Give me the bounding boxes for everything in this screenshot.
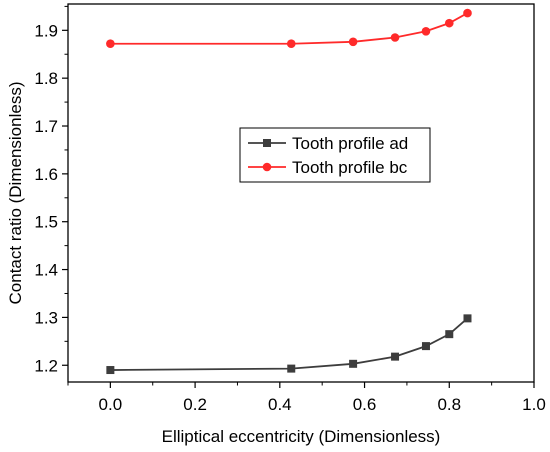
- x-axis-title: Elliptical eccentricity (Dimensionless): [162, 427, 441, 446]
- series-bc: [106, 8, 472, 49]
- plot-frame: [67, 3, 535, 383]
- y-tick-label: 1.6: [34, 165, 58, 184]
- legend-marker-ad: [263, 139, 271, 147]
- series-line: [110, 12, 468, 45]
- data-point: [286, 39, 296, 49]
- series-line: [110, 317, 469, 371]
- data-point: [421, 342, 430, 351]
- x-tick-label: 0.6: [353, 395, 377, 414]
- data-point: [287, 364, 296, 373]
- series-ad: [106, 314, 472, 375]
- legend-label-bc: Tooth profile bc: [292, 158, 408, 177]
- data-point: [348, 37, 358, 47]
- legend-box: [239, 127, 431, 183]
- legend-marker-bc: [262, 162, 272, 172]
- data-point: [390, 33, 400, 42]
- y-tick-label: 1.5: [34, 213, 58, 232]
- x-tick-label: 1.0: [522, 395, 546, 414]
- y-tick-label: 1.8: [34, 69, 58, 88]
- y-axis-title: Contact ratio (Dimensionless): [6, 82, 25, 305]
- legend: Tooth profile ad Tooth profile bc: [239, 127, 431, 183]
- x-tick-label: 0.4: [268, 395, 292, 414]
- data-point: [463, 8, 472, 18]
- y-tick-label: 1.3: [34, 308, 58, 327]
- data-point: [106, 366, 115, 375]
- legend-entry-ad: Tooth profile ad: [248, 134, 408, 153]
- data-point: [391, 352, 400, 361]
- y-tick-label: 1.2: [34, 356, 58, 375]
- x-tick-label: 0.0: [99, 395, 123, 414]
- x-tick-label: 0.8: [437, 395, 461, 414]
- y-tick-label: 1.7: [34, 117, 58, 136]
- data-point: [445, 330, 454, 339]
- y-axis-ticks: 1.2 1.3 1.4 1.5 1.6 1.7 1.8 1.9: [34, 5, 68, 375]
- legend-entry-bc: Tooth profile bc: [248, 158, 408, 177]
- data-point: [444, 18, 454, 28]
- x-tick-label: 0.2: [183, 395, 207, 414]
- data-point: [463, 314, 472, 323]
- y-tick-label: 1.4: [34, 261, 58, 280]
- plot-border: [67, 3, 535, 383]
- x-axis-ticks: 0.0 0.2 0.4 0.6 0.8 1.0: [67, 382, 546, 414]
- data-point: [349, 359, 358, 368]
- y-tick-label: 1.9: [34, 21, 58, 40]
- data-point: [106, 39, 115, 49]
- legend-label-ad: Tooth profile ad: [292, 134, 408, 153]
- series-layer: [106, 8, 472, 375]
- data-point: [421, 26, 431, 36]
